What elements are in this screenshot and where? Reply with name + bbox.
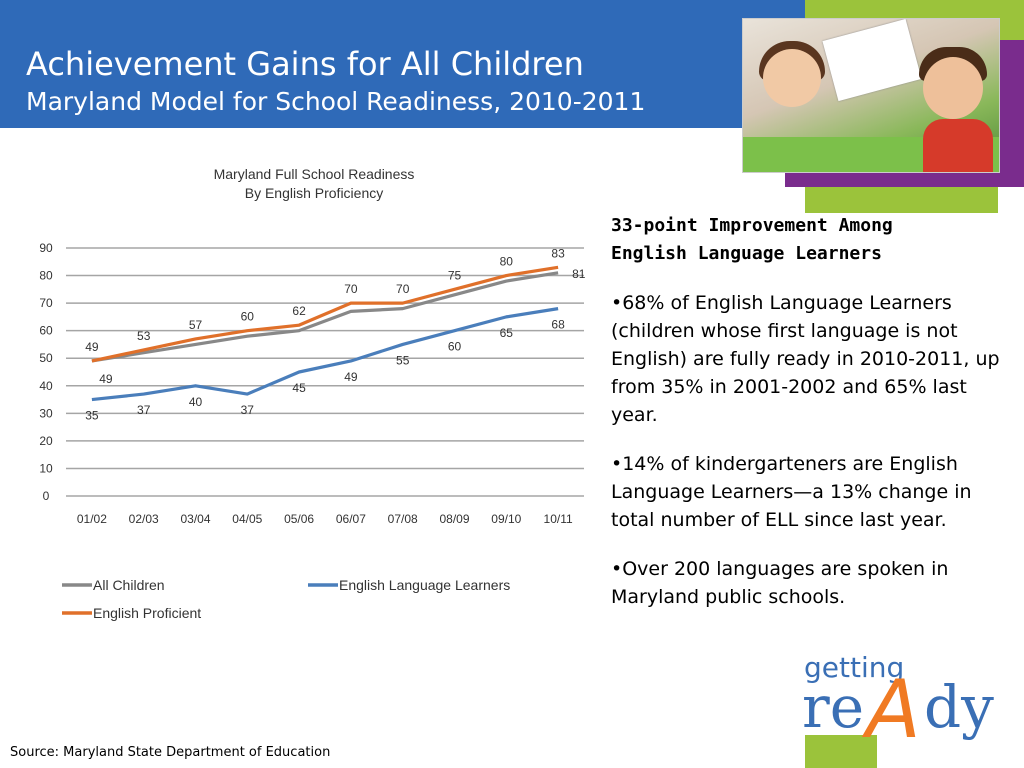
y-tick-label: 0 — [43, 489, 50, 503]
data-label: 49 — [99, 372, 113, 386]
x-tick-label: 01/02 — [77, 512, 107, 526]
logo-word-dy: dy — [924, 673, 994, 741]
x-tick-label: 02/03 — [129, 512, 159, 526]
chart-title: Maryland Full School Readiness — [214, 166, 415, 182]
getting-ready-logo: getting re A dy — [802, 651, 994, 756]
decor-green-bar — [805, 0, 998, 18]
data-label: 81 — [572, 267, 586, 281]
x-tick-label: 10/11 — [544, 512, 573, 526]
x-tick-label: 04/05 — [232, 512, 262, 526]
data-label: 68 — [551, 318, 565, 332]
readiness-line-chart: Maryland Full School Readiness By Englis… — [39, 166, 586, 621]
page-title: Achievement Gains for All Children — [26, 45, 584, 83]
data-label: 49 — [344, 370, 358, 384]
x-tick-label: 08/09 — [439, 512, 469, 526]
legend-label: All Children — [93, 577, 165, 593]
data-label: 70 — [344, 282, 358, 296]
data-label: 60 — [448, 340, 462, 354]
x-tick-label: 06/07 — [336, 512, 366, 526]
data-label: 80 — [500, 255, 514, 269]
legend-label: English Language Learners — [339, 577, 510, 593]
decor-green-bottom — [805, 735, 877, 768]
y-tick-label: 20 — [39, 434, 53, 448]
data-label: 37 — [241, 403, 255, 417]
y-tick-label: 60 — [39, 324, 53, 338]
logo-letter-a: A — [861, 663, 921, 756]
x-tick-label: 03/04 — [180, 512, 210, 526]
data-label: 40 — [189, 395, 203, 409]
finding-bullet-2: •14% of kindergarteners are English Lang… — [611, 453, 972, 531]
data-label: 37 — [137, 403, 151, 417]
findings-heading: 33-point Improvement Among English Langu… — [611, 212, 1011, 268]
y-tick-label: 80 — [39, 269, 53, 283]
findings-heading-line2: English Language Learners — [611, 243, 882, 264]
findings-heading-line1: 33-point Improvement Among — [611, 215, 893, 236]
data-label: 60 — [241, 310, 255, 324]
series-line-1 — [91, 307, 559, 402]
y-tick-label: 40 — [39, 379, 53, 393]
chart-subtitle: By English Proficiency — [245, 185, 384, 201]
decor-green-strip — [805, 187, 998, 213]
data-label: 75 — [448, 268, 462, 282]
x-tick-label: 05/06 — [284, 512, 314, 526]
finding-bullet-1: •68% of English Language Learners (child… — [611, 292, 1000, 426]
data-label: 62 — [292, 304, 306, 318]
y-tick-label: 70 — [39, 296, 53, 310]
y-tick-label: 10 — [39, 461, 53, 475]
data-label: 45 — [292, 381, 306, 395]
series-line-2 — [91, 265, 559, 363]
children-photo — [742, 18, 1000, 173]
y-tick-label: 30 — [39, 406, 53, 420]
finding-bullet-3: •Over 200 languages are spoken in Maryla… — [611, 558, 949, 608]
data-label: 83 — [551, 246, 565, 260]
data-label: 57 — [189, 318, 203, 332]
findings-panel: 33-point Improvement Among English Langu… — [611, 212, 1011, 632]
x-tick-label: 07/08 — [388, 512, 418, 526]
page-subtitle: Maryland Model for School Readiness, 201… — [26, 87, 646, 116]
data-label: 49 — [85, 340, 99, 354]
data-label: 70 — [396, 282, 410, 296]
legend-label: English Proficient — [93, 605, 201, 621]
logo-word-getting: getting — [804, 651, 904, 684]
data-label: 35 — [85, 409, 99, 423]
data-label: 55 — [396, 353, 410, 367]
logo-word-re: re — [802, 673, 864, 741]
source-note: Source: Maryland State Department of Edu… — [10, 745, 331, 760]
decor-green-side — [998, 0, 1024, 40]
data-label: 65 — [500, 326, 514, 340]
data-label: 53 — [137, 329, 151, 343]
x-tick-label: 09/10 — [491, 512, 521, 526]
series-line-0 — [91, 271, 559, 363]
y-tick-label: 50 — [39, 351, 53, 365]
y-tick-label: 90 — [39, 241, 53, 255]
